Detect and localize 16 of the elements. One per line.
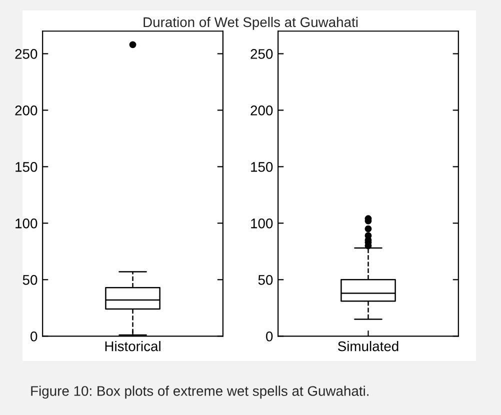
y-tick-label: 50 [22, 275, 38, 285]
y-tick-label: 100 [251, 218, 273, 228]
x-tick-label: Historical [105, 341, 160, 352]
y-tick-label: 100 [16, 218, 38, 228]
y-tick-label: 0 [266, 331, 273, 342]
caption: Figure 10: Box plots of extreme wet spells at Guwahati. [31, 386, 368, 399]
y-tick-label: 50 [258, 275, 273, 285]
y-tick-label: 200 [15, 106, 38, 116]
text: Duration of Wet Spells at Guwahati [144, 16, 358, 30]
x-tick-label: Simulated [338, 341, 398, 352]
y-tick-label: 150 [16, 162, 38, 172]
y-tick-label: 150 [251, 162, 273, 172]
y-tick-label: 200 [250, 106, 273, 116]
y-tick-label: 0 [30, 331, 38, 342]
y-tick-label: 250 [250, 49, 273, 59]
y-tick-label: 250 [15, 49, 38, 59]
